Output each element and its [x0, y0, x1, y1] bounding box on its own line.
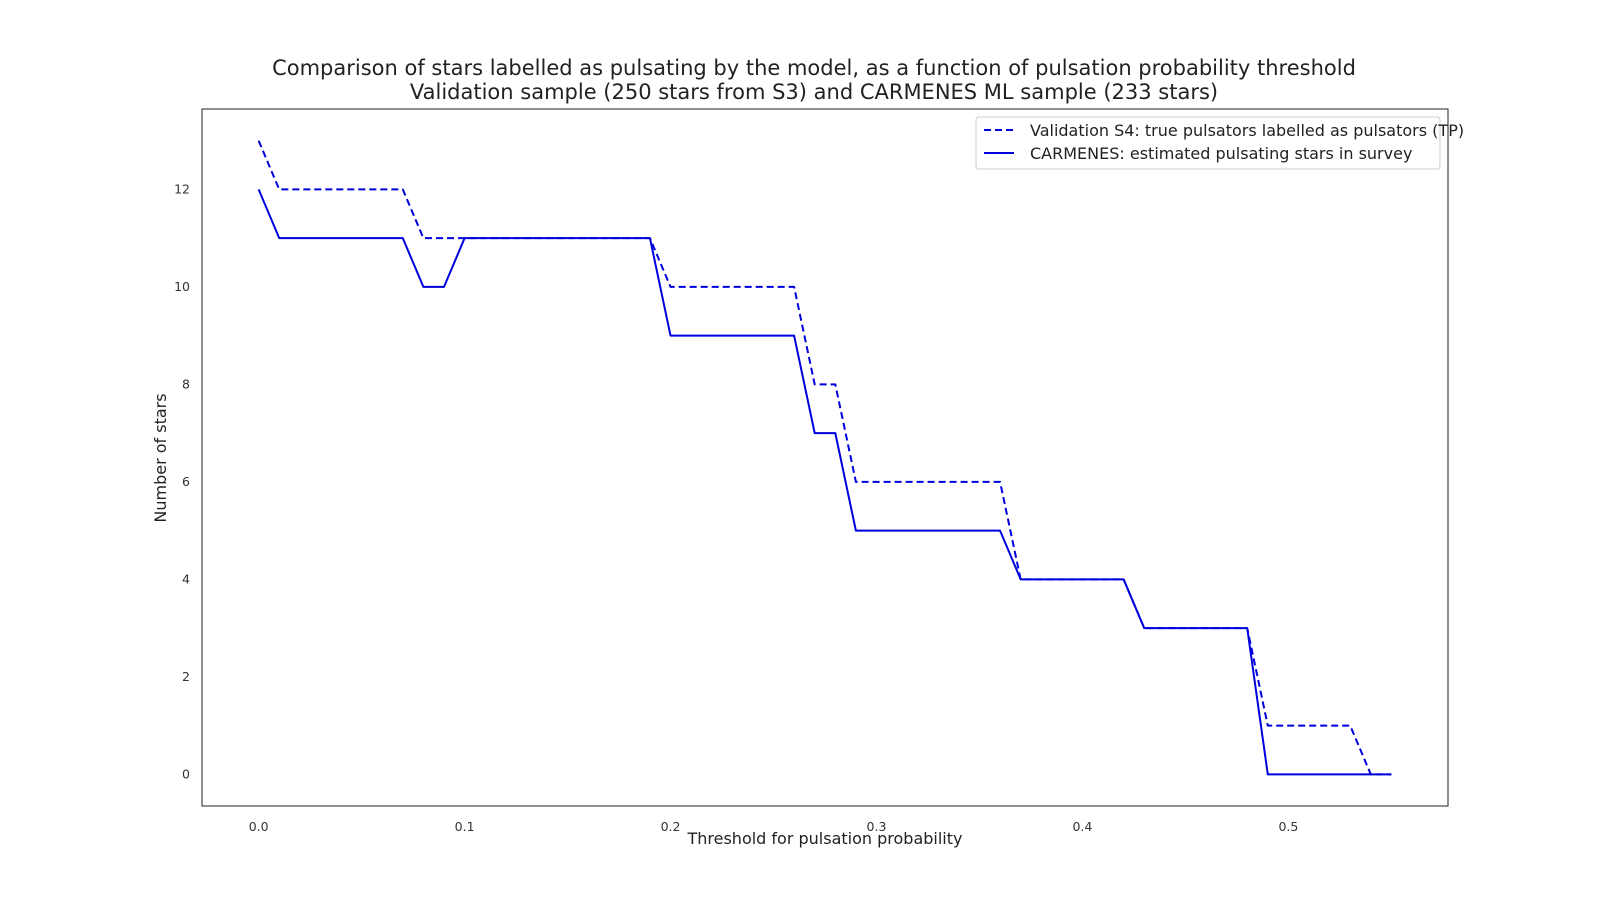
plot-area-frame	[201, 108, 1449, 807]
series-line-carmenes	[257, 189, 1392, 776]
x-tick-label: 0.5	[1278, 819, 1298, 834]
legend-label-validation: Validation S4: true pulsators labelled a…	[1030, 121, 1464, 140]
y-axis-ticks: 0 2 4 6 8 10 12	[174, 181, 190, 781]
legend-box	[975, 116, 1441, 170]
y-tick-label: 8	[182, 376, 190, 391]
x-tick-label: 0.2	[661, 819, 681, 834]
y-axis-label: Number of stars	[151, 393, 170, 522]
chart-subtitle: Validation sample (250 stars from S3) an…	[410, 80, 1218, 104]
y-tick-label: 12	[174, 181, 190, 196]
y-tick-label: 2	[182, 669, 190, 684]
legend-label-carmenes: CARMENES: estimated pulsating stars in s…	[1030, 144, 1412, 163]
series-lines	[257, 140, 1392, 776]
x-tick-label: 0.3	[867, 819, 887, 834]
x-tick-label: 0.0	[249, 819, 269, 834]
legend: Validation S4: true pulsators labelled a…	[975, 116, 1464, 170]
y-tick-label: 4	[182, 571, 190, 586]
y-tick-label: 10	[174, 279, 190, 294]
x-axis-label: Threshold for pulsation probability	[686, 829, 962, 848]
x-axis-ticks: 0.0 0.1 0.2 0.3 0.4 0.5	[249, 819, 1299, 834]
chart-title: Comparison of stars labelled as pulsatin…	[272, 56, 1356, 80]
x-tick-label: 0.1	[455, 819, 475, 834]
y-tick-label: 0	[182, 766, 190, 781]
x-tick-label: 0.4	[1072, 819, 1092, 834]
y-tick-label: 6	[182, 474, 190, 489]
